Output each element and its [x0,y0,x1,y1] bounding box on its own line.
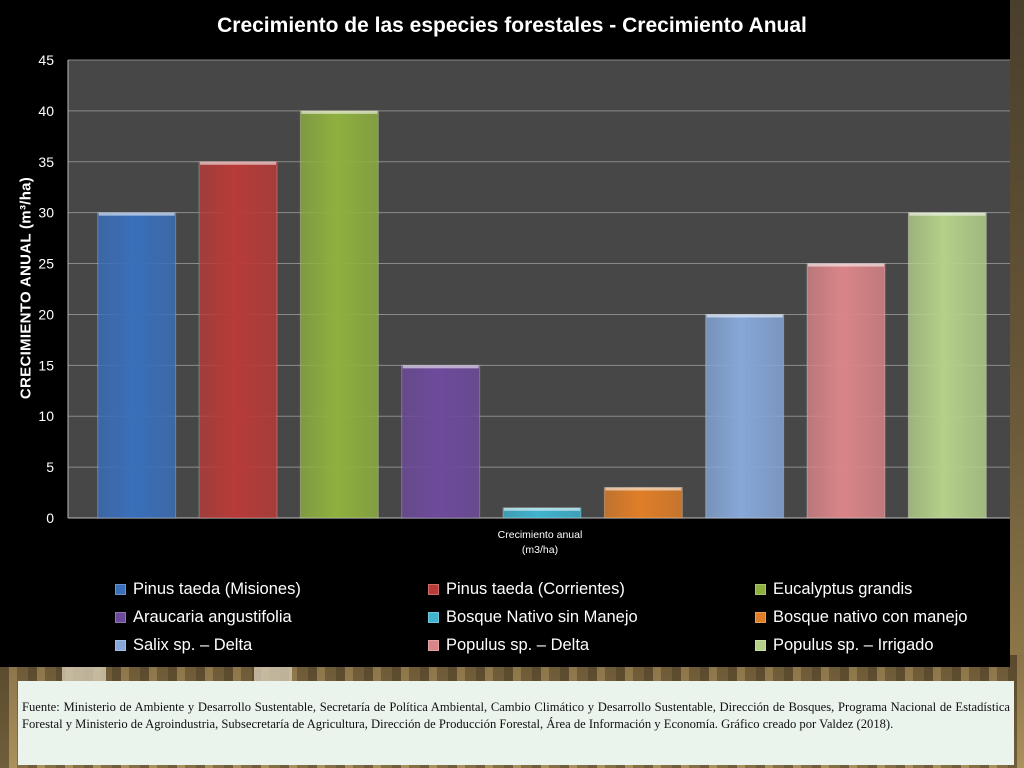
source-text: Fuente: Ministerio de Ambiente y Desarro… [22,700,1010,731]
x-axis-label: Crecimiento anual [498,529,583,541]
legend-label: Populus sp. – Delta [446,635,590,654]
bar [97,212,177,519]
legend-item: Pinus taeda (Corrientes) [428,578,755,600]
y-tick-label: 35 [38,154,54,170]
bar [806,263,886,519]
bar [907,212,987,519]
bar-highlight [909,212,986,216]
legend-swatch [428,639,439,651]
legend-swatch [428,611,439,623]
legend-label: Populus sp. – Irrigado [773,635,934,654]
y-tick-label: 5 [46,459,54,475]
legend-item: Bosque nativo con manejo [755,606,995,628]
bar [401,364,481,519]
chart-legend: Pinus taeda (Misiones) Pinus taeda (Corri… [115,578,995,656]
legend-swatch [755,583,766,595]
bar-highlight [504,507,580,511]
legend-item: Pinus taeda (Misiones) [115,578,428,600]
x-axis-label: (m3/ha) [522,544,558,556]
bar-highlight [301,110,378,114]
bar [705,313,785,519]
y-tick-label: 10 [38,408,54,424]
y-tick-label: 0 [46,510,54,526]
legend-swatch [755,611,766,623]
bar [299,110,379,519]
legend-swatch [428,583,439,595]
legend-label: Eucalyptus grandis [773,579,913,598]
legend-item: Araucaria angustifolia [115,606,428,628]
bar-highlight [98,212,175,216]
legend-item: Bosque Nativo sin Manejo [428,606,755,628]
legend-label: Bosque Nativo sin Manejo [446,607,638,626]
legend-swatch [115,639,126,651]
legend-item: Populus sp. – Delta [428,634,755,656]
legend-swatch [115,611,126,623]
y-tick-label: 45 [38,52,54,68]
y-tick-label: 25 [38,256,54,272]
legend-swatch [755,639,766,651]
legend-item: Eucalyptus grandis [755,578,995,600]
bar [198,161,278,519]
legend-label: Salix sp. – Delta [133,635,253,654]
y-tick-label: 30 [38,205,54,221]
y-tick-label: 20 [38,306,54,322]
legend-label: Bosque nativo con manejo [773,607,968,626]
legend-item: Salix sp. – Delta [115,634,428,656]
legend-label: Pinus taeda (Misiones) [133,579,301,598]
bar-highlight [402,365,479,369]
legend-label: Araucaria angustifolia [133,607,292,626]
legend-label: Pinus taeda (Corrientes) [446,579,625,598]
y-tick-label: 15 [38,357,54,373]
y-tick-label: 40 [38,103,54,119]
bar-highlight [808,263,884,267]
bar [603,486,683,519]
bar-highlight [200,161,276,165]
bar-highlight [605,487,682,491]
legend-swatch [115,583,126,595]
bar-highlight [706,314,783,318]
source-note: Fuente: Ministerio de Ambiente y Desarro… [18,681,1014,765]
legend-item: Populus sp. – Irrigado [755,634,995,656]
chart-title: Crecimiento de las especies forestales -… [217,14,807,37]
